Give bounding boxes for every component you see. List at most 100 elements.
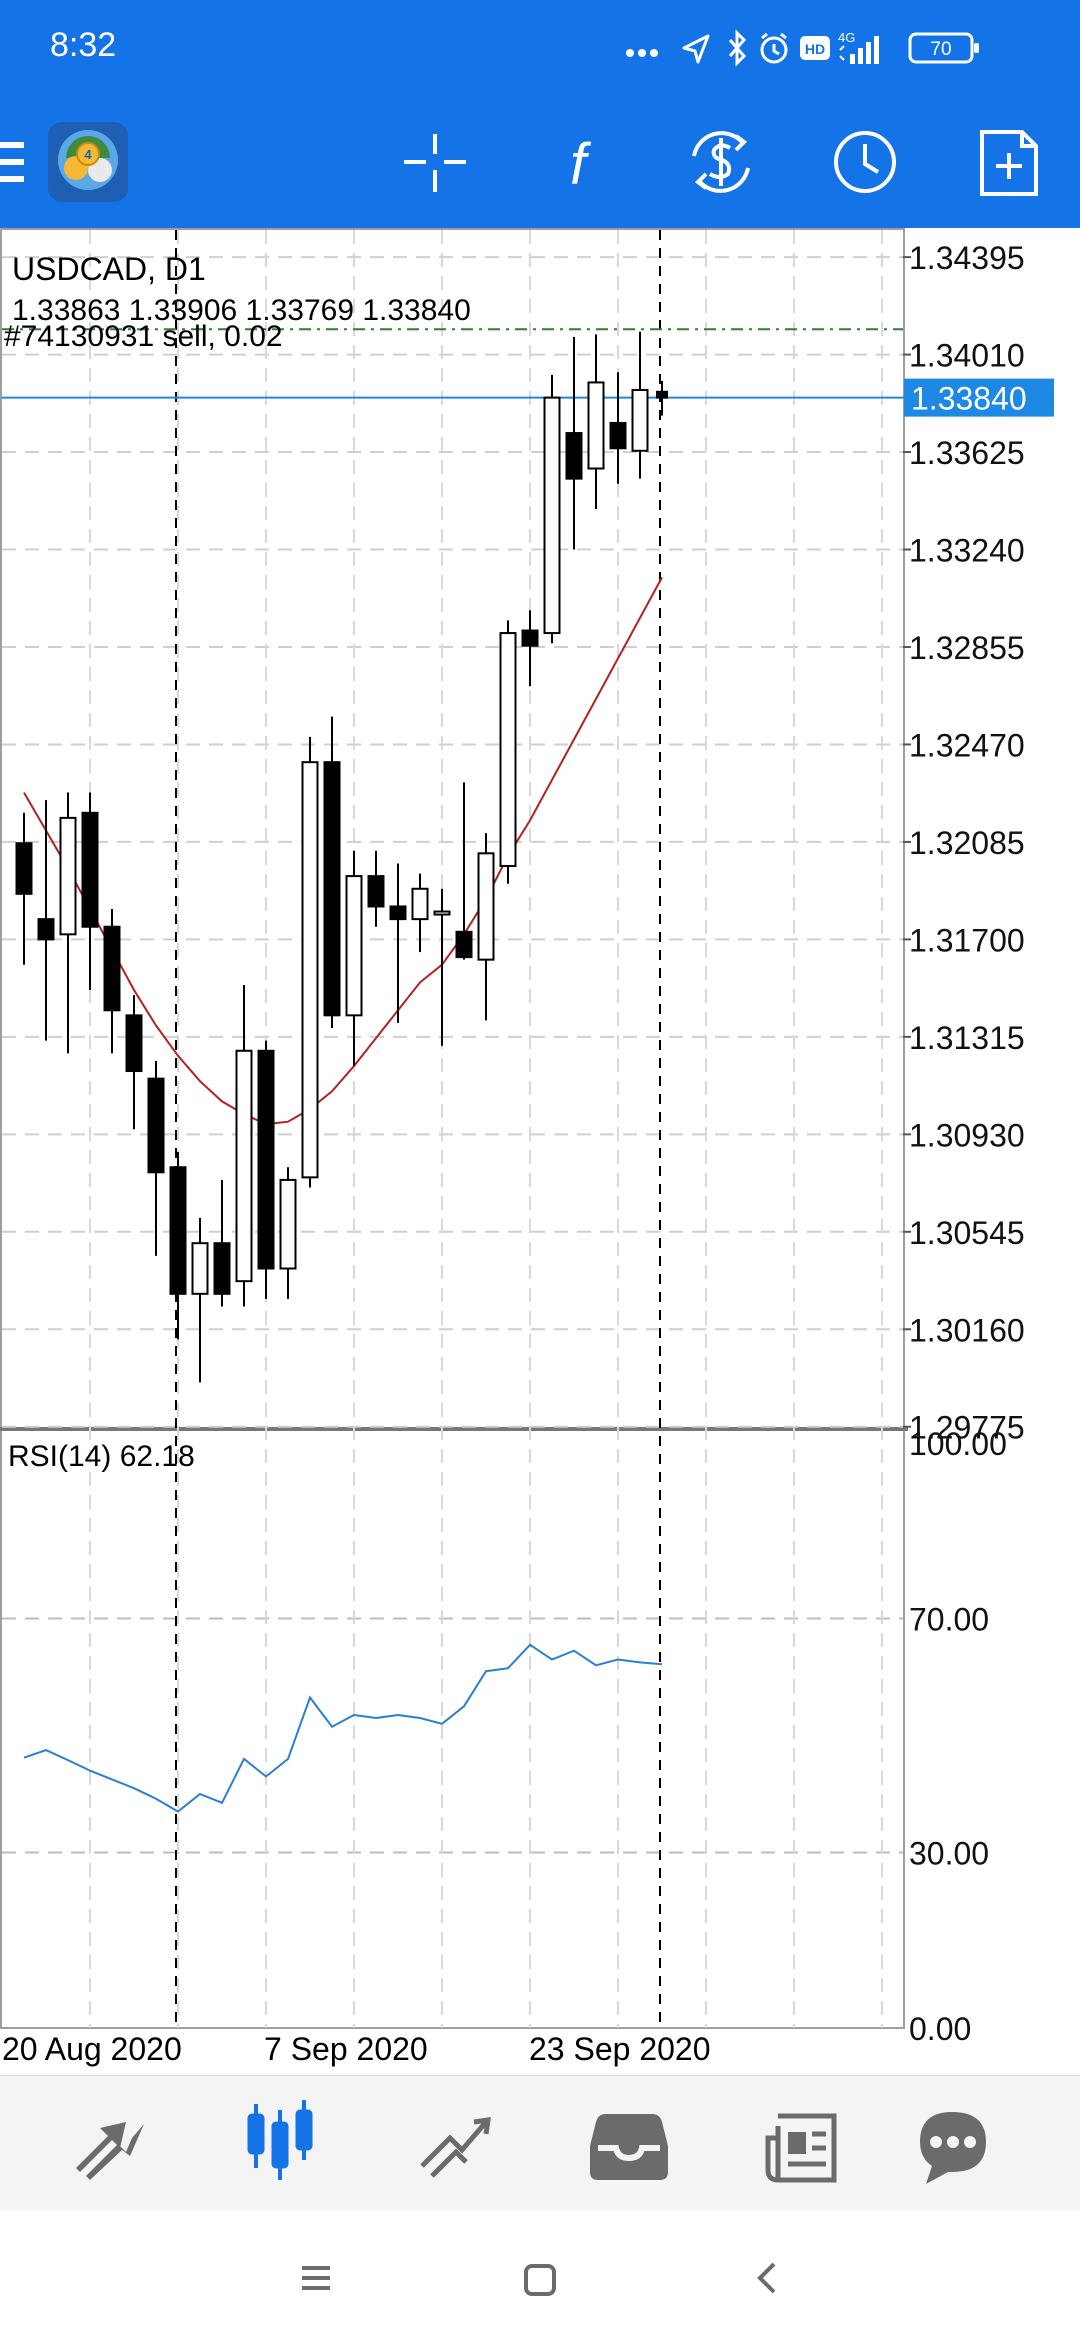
candle xyxy=(587,334,605,510)
current-price-badge xyxy=(904,378,1054,417)
chart-toolbar: 4 f xyxy=(0,98,1080,228)
rsi-tick-label: 70.00 xyxy=(909,1602,989,1638)
location-icon xyxy=(682,34,710,64)
candle xyxy=(455,782,473,960)
candle xyxy=(323,716,341,1028)
candle xyxy=(433,888,451,1046)
candle-body xyxy=(587,381,605,470)
candles xyxy=(15,331,668,1383)
candle-body xyxy=(235,1049,253,1283)
candle-body xyxy=(477,852,495,961)
candle-body xyxy=(147,1077,165,1174)
quotes-icon[interactable] xyxy=(70,2106,150,2186)
trade-nav-icon[interactable] xyxy=(416,2106,496,2186)
bottom-navigation xyxy=(0,2075,1080,2211)
current-price-value: 1.33840 xyxy=(911,381,1027,417)
hd-icon: HD xyxy=(800,36,830,60)
rsi-tick-label: 0.00 xyxy=(909,2011,971,2047)
candle-body xyxy=(169,1166,187,1295)
candle xyxy=(609,372,627,484)
recents-icon[interactable] xyxy=(302,2266,330,2290)
rsi-tick-label: 100.00 xyxy=(909,1426,1007,1462)
candle xyxy=(191,1217,209,1383)
chart-frame xyxy=(0,228,905,2029)
status-icons: HD 4G 70 xyxy=(626,29,979,67)
candle xyxy=(125,995,143,1130)
price-tick-label: 1.34395 xyxy=(909,240,1025,276)
date-label-3: 23 Sep 2020 xyxy=(529,2031,711,2067)
chart-grid xyxy=(0,228,908,2029)
news-icon[interactable] xyxy=(765,2113,837,2183)
chart-area[interactable]: 1.34395 1.34010 1.33625 1.33240 1.32855 1.324… xyxy=(0,216,1080,2078)
svg-text:4: 4 xyxy=(84,147,92,162)
chat-icon[interactable] xyxy=(920,2112,986,2184)
chart-canvas[interactable]: 1.34395 1.34010 1.33625 1.33240 1.32855 1.324… xyxy=(0,216,1080,2078)
candle-body xyxy=(301,761,319,1179)
symbol-label: USDCAD, D1 xyxy=(12,251,206,287)
alarm-icon xyxy=(760,32,788,64)
price-tick-label: 1.30930 xyxy=(909,1117,1025,1153)
candle-body xyxy=(411,887,429,921)
candle-body xyxy=(125,1014,143,1073)
rsi-tick-label: 30.00 xyxy=(909,1836,989,1872)
templates-icon[interactable] xyxy=(980,130,1038,196)
candle-body xyxy=(631,389,649,452)
home-icon[interactable] xyxy=(524,2264,556,2296)
candle xyxy=(147,1060,165,1256)
battery-icon: 70 xyxy=(908,32,979,64)
history-icon[interactable] xyxy=(590,2114,668,2180)
hd-badge-text: HD xyxy=(805,41,825,57)
candle-body xyxy=(543,396,561,635)
candle-body xyxy=(279,1178,297,1270)
price-axis: 1.34395 1.34010 1.33625 1.33240 1.32855 1.324… xyxy=(903,240,1054,2047)
price-tick-label: 1.33240 xyxy=(909,533,1025,569)
candle xyxy=(213,1179,231,1307)
moving-average xyxy=(23,576,663,1126)
candle-body xyxy=(213,1242,231,1295)
price-tick-label: 1.30545 xyxy=(909,1215,1025,1251)
menu-icon[interactable] xyxy=(0,138,24,186)
candle-body xyxy=(455,930,473,959)
candle-body xyxy=(499,632,517,867)
network-type: 4G xyxy=(838,30,855,45)
candle-body xyxy=(81,811,99,928)
back-icon[interactable] xyxy=(757,2262,776,2294)
price-tick-label: 1.29775 xyxy=(909,1410,1025,1446)
candle-body xyxy=(433,910,451,916)
more-dots-icon xyxy=(626,49,658,57)
candle xyxy=(169,1152,187,1340)
candle-body xyxy=(257,1049,275,1270)
status-time: 8:32 xyxy=(50,26,117,64)
candle xyxy=(521,610,539,687)
crosshair-icon[interactable] xyxy=(400,128,470,198)
candle xyxy=(301,736,319,1188)
candle xyxy=(543,374,561,644)
rsi-indicator xyxy=(23,1643,663,1813)
timeframe-icon[interactable] xyxy=(834,131,896,193)
candle-body xyxy=(345,875,363,1017)
candle-body xyxy=(15,842,33,895)
candle-body xyxy=(367,875,385,908)
indicators-icon[interactable]: f xyxy=(548,128,608,198)
price-tick-label: 1.32085 xyxy=(909,825,1025,861)
candle xyxy=(37,800,55,1041)
candle xyxy=(257,1040,275,1299)
candle xyxy=(279,1167,297,1299)
candle-body xyxy=(191,1242,209,1295)
app-logo-icon[interactable]: 4 xyxy=(48,122,128,202)
price-tick-label: 1.34010 xyxy=(909,338,1025,374)
candle xyxy=(81,792,99,991)
candle xyxy=(345,850,363,1066)
chart-icon[interactable] xyxy=(247,2100,313,2180)
price-tick-label: 1.33625 xyxy=(909,435,1025,471)
candle xyxy=(235,984,253,1307)
candle xyxy=(103,909,121,1054)
candle xyxy=(59,792,77,1054)
candle xyxy=(477,833,495,1021)
candle-body xyxy=(103,925,121,1012)
candle-body xyxy=(323,761,341,1017)
candle-body xyxy=(609,421,627,450)
candle-body xyxy=(59,816,77,936)
status-bar: 8:32 HD 4G 70 xyxy=(0,0,1080,98)
trade-icon[interactable] xyxy=(684,126,758,200)
